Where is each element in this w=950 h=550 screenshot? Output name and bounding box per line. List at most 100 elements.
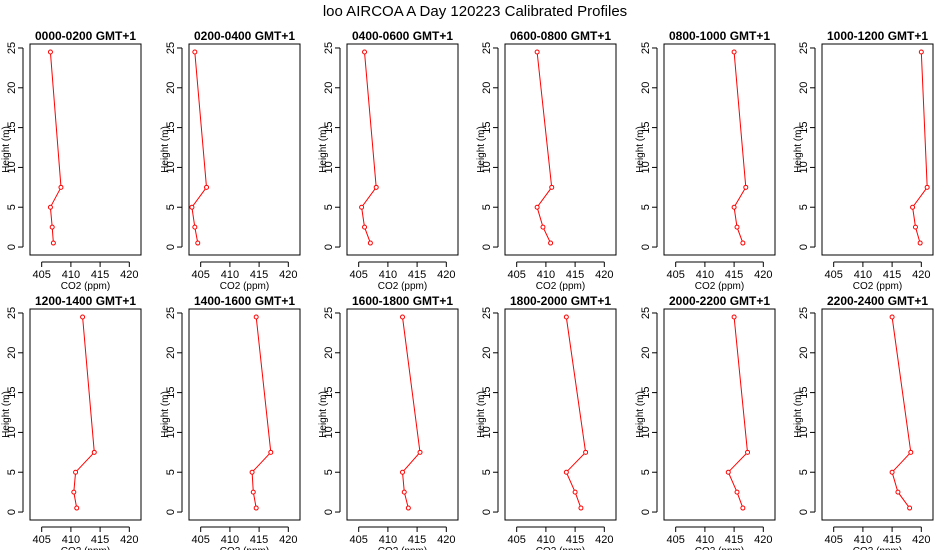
x-axis-label: CO2 (ppm): [61, 546, 110, 550]
y-tick-label: 5: [6, 204, 18, 210]
data-point: [47, 204, 53, 210]
y-tick-label: 0: [798, 509, 810, 515]
x-axis-label: CO2 (ppm): [536, 546, 585, 550]
y-axis-label: Height (m): [160, 391, 171, 438]
plot-frame: [188, 308, 301, 521]
data-point: [734, 224, 740, 230]
data-point: [534, 204, 540, 210]
panel-title: 1200-1400 GMT+1: [35, 294, 136, 308]
y-axis-label: Height (m): [318, 126, 329, 173]
x-tick-label: 420: [120, 269, 138, 281]
plot-frame: [29, 43, 142, 256]
plot-frame: [821, 308, 934, 521]
data-point: [907, 505, 913, 511]
x-tick-label: 405: [33, 534, 51, 546]
y-tick-label: 10: [640, 426, 652, 438]
data-point: [58, 184, 64, 190]
x-tick-label: 405: [33, 269, 51, 281]
panel-2: 0400-0600 GMT+1 405 410 415 420 CO2 (ppm) 0 5 10…: [318, 29, 459, 292]
data-point: [912, 224, 918, 230]
data-point: [195, 240, 201, 246]
x-tick-label: 410: [379, 269, 397, 281]
y-tick-label: 0: [323, 244, 335, 250]
y-tick-label: 20: [6, 82, 18, 94]
data-point: [549, 184, 555, 190]
data-point: [80, 314, 86, 320]
x-tick-label: 410: [62, 534, 80, 546]
data-point: [889, 469, 895, 475]
y-axis-label: Height (m): [1, 391, 12, 438]
x-axis-label: CO2 (ppm): [695, 546, 744, 550]
y-tick-label: 5: [165, 469, 177, 475]
y-tick-label: 25: [481, 307, 493, 319]
y-tick-label: 10: [323, 161, 335, 173]
x-axis-label: CO2 (ppm): [853, 546, 902, 550]
y-tick-label: 15: [6, 386, 18, 398]
x-tick-label: 410: [221, 534, 239, 546]
y-tick-label: 10: [165, 426, 177, 438]
data-point: [249, 469, 255, 475]
x-tick-label: 420: [120, 534, 138, 546]
panel-0: 0000-0200 GMT+1 405 410 415 420 CO2 (ppm) 0 5 10…: [1, 29, 142, 292]
y-tick-label: 15: [165, 386, 177, 398]
data-point: [192, 224, 198, 230]
y-tick-label: 20: [323, 82, 335, 94]
y-tick-label: 25: [640, 42, 652, 54]
y-tick-label: 25: [798, 307, 810, 319]
data-point: [534, 49, 540, 55]
y-tick-label: 5: [798, 204, 810, 210]
data-point: [583, 449, 589, 455]
x-axis-label: CO2 (ppm): [220, 281, 269, 292]
panel-1: 0200-0400 GMT+1 405 410 415 420 CO2 (ppm) 0 5 10…: [160, 29, 301, 292]
data-point: [563, 314, 569, 320]
panel-4: 0800-1000 GMT+1 405 410 415 420 CO2 (ppm) 0 5 10…: [635, 29, 776, 292]
x-tick-label: 415: [91, 534, 109, 546]
data-point: [49, 224, 55, 230]
panel-10: 2000-2200 GMT+1 405 410 415 420 CO2 (ppm) 0 5 10…: [635, 294, 776, 550]
x-tick-label: 420: [595, 269, 613, 281]
data-point: [734, 489, 740, 495]
plot-frame: [504, 308, 617, 521]
data-point: [50, 240, 56, 246]
plot-frame: [346, 43, 459, 256]
data-point: [889, 314, 895, 320]
x-axis-label: CO2 (ppm): [220, 546, 269, 550]
y-tick-label: 20: [798, 82, 810, 94]
data-point: [359, 204, 365, 210]
x-tick-label: 420: [912, 269, 930, 281]
x-tick-label: 420: [437, 269, 455, 281]
panel-7: 1400-1600 GMT+1 405 410 415 420 CO2 (ppm) 0 5 10…: [160, 294, 301, 550]
panel-title: 1000-1200 GMT+1: [827, 29, 928, 43]
plot-frame: [663, 308, 776, 521]
x-tick-label: 410: [221, 269, 239, 281]
y-axis-label: Height (m): [793, 126, 804, 173]
y-tick-label: 5: [640, 469, 652, 475]
y-tick-label: 0: [481, 509, 493, 515]
y-tick-label: 0: [6, 244, 18, 250]
y-tick-label: 0: [640, 509, 652, 515]
data-point: [400, 314, 405, 320]
y-tick-label: 15: [798, 386, 810, 398]
x-tick-label: 415: [408, 269, 426, 281]
x-tick-label: 405: [667, 269, 685, 281]
data-point: [401, 489, 407, 495]
y-tick-label: 25: [165, 42, 177, 54]
x-axis-label: CO2 (ppm): [378, 281, 427, 292]
y-axis-label: Height (m): [1, 126, 12, 173]
y-tick-label: 5: [165, 204, 177, 210]
plot-frame: [821, 43, 934, 256]
y-tick-label: 25: [165, 307, 177, 319]
x-tick-label: 415: [725, 269, 743, 281]
panel-title: 0600-0800 GMT+1: [510, 29, 611, 43]
x-tick-label: 420: [754, 534, 772, 546]
y-tick-label: 15: [640, 121, 652, 133]
data-point: [250, 489, 256, 495]
y-tick-label: 15: [165, 121, 177, 133]
data-point: [253, 505, 259, 511]
y-tick-label: 10: [481, 426, 493, 438]
y-tick-label: 0: [640, 244, 652, 250]
data-point: [540, 224, 546, 230]
panel-title: 1400-1600 GMT+1: [194, 294, 295, 308]
